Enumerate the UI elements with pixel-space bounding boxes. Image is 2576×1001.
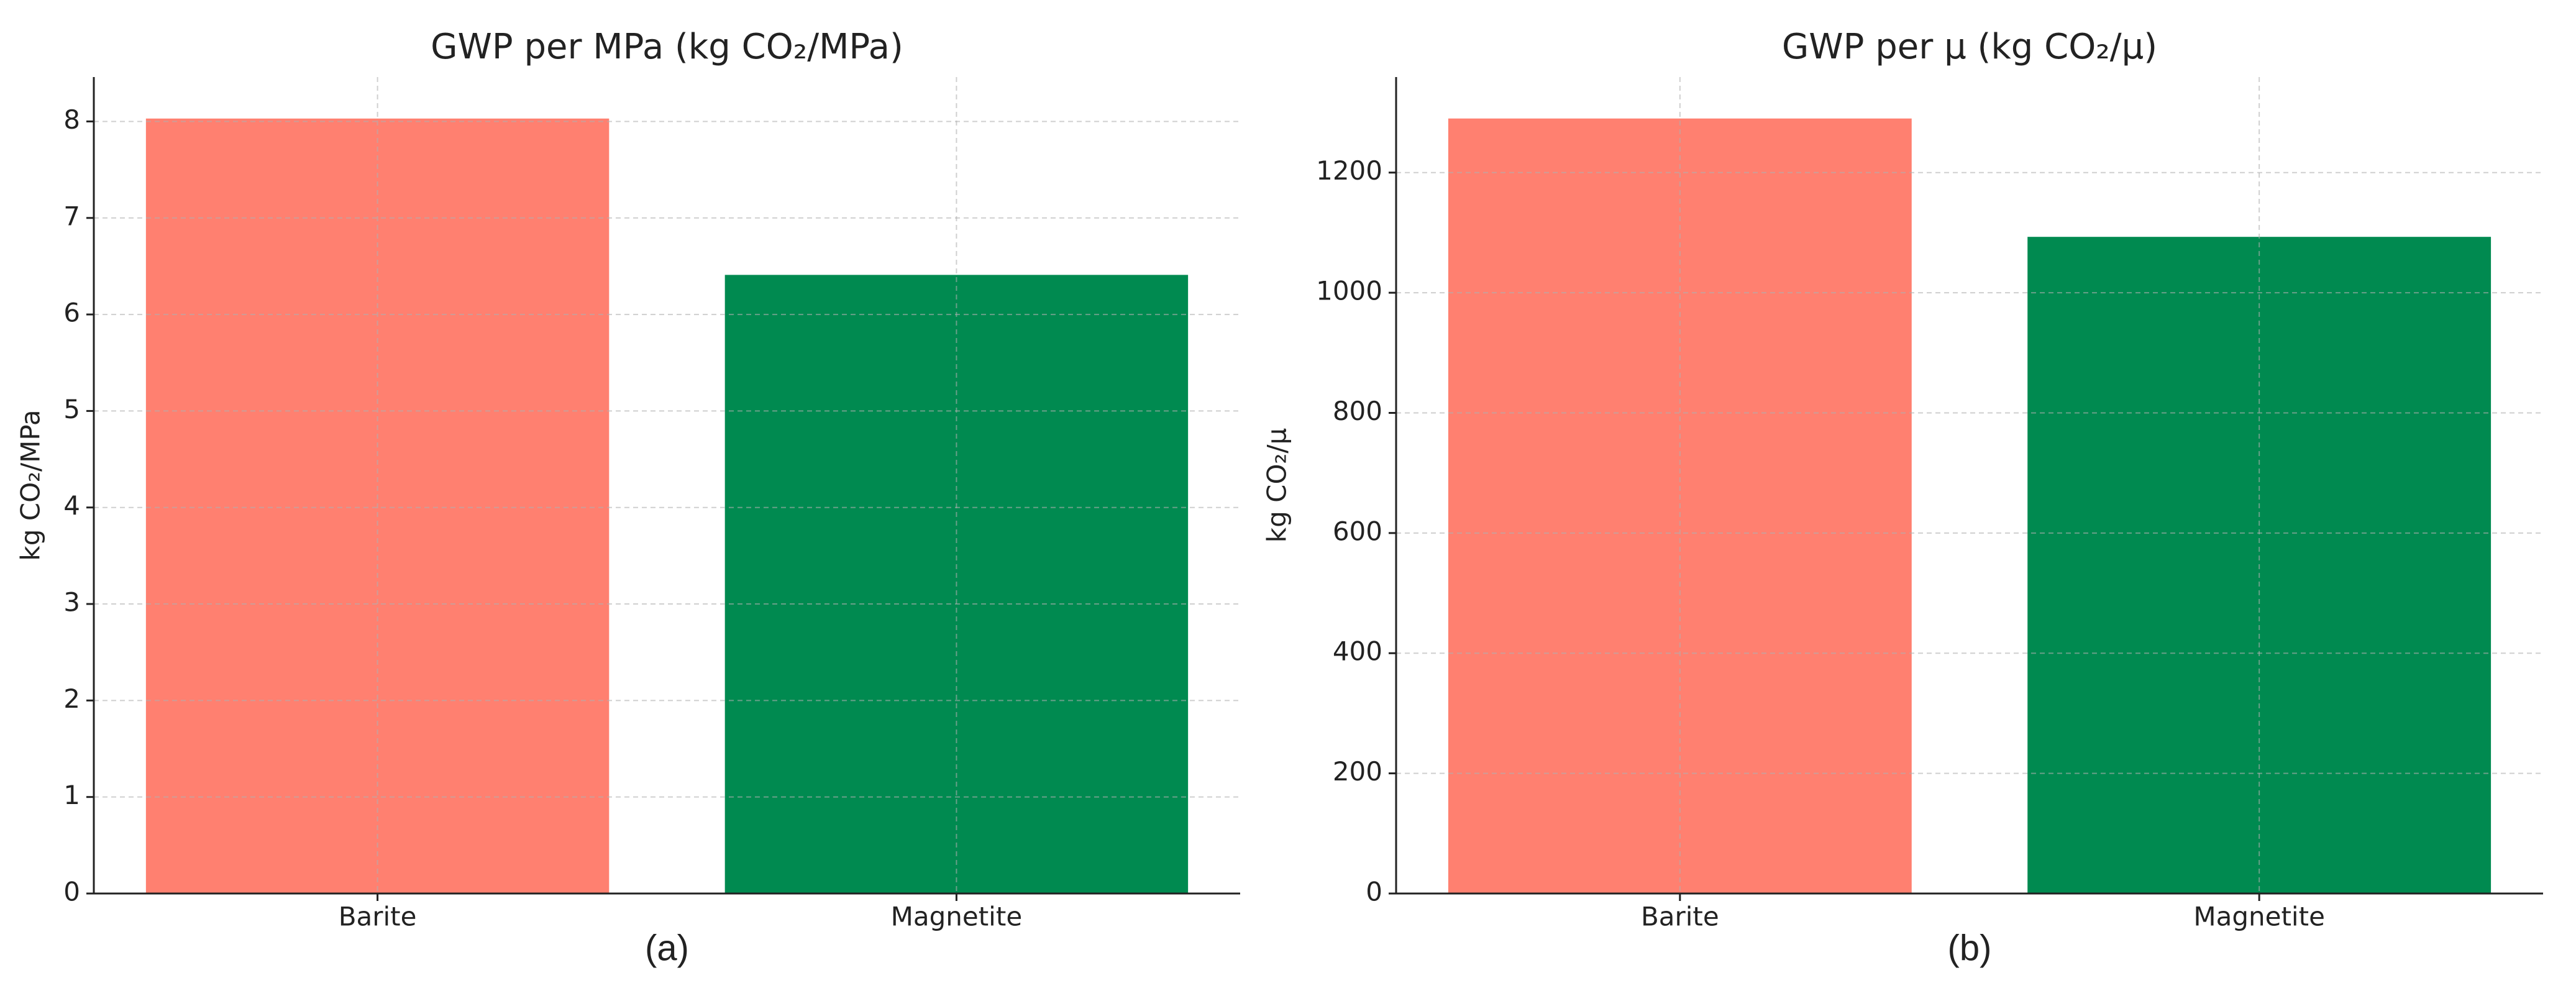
y-tick-label: 200 — [1333, 756, 1382, 787]
y-tick-label: 3 — [63, 587, 80, 618]
y-tick-label: 5 — [63, 394, 80, 424]
y-tick-label: 1 — [63, 780, 80, 810]
panel-label: (b) — [1948, 928, 1992, 968]
chart-title: GWP per μ (kg CO₂/μ) — [1782, 27, 2157, 67]
y-tick-label: 0 — [63, 877, 80, 907]
chart-title: GWP per MPa (kg CO₂/MPa) — [431, 27, 903, 67]
x-tick-label: Barite — [339, 902, 417, 932]
y-tick-label: 1200 — [1316, 155, 1382, 186]
x-tick-label: Barite — [1641, 902, 1719, 932]
y-tick-label: 800 — [1333, 396, 1382, 426]
y-tick-label: 2 — [63, 683, 80, 714]
y-tick-label: 1000 — [1316, 276, 1382, 306]
panel-label: (a) — [645, 928, 689, 968]
y-tick-label: 400 — [1333, 636, 1382, 667]
y-tick-label: 0 — [1366, 877, 1382, 907]
x-tick-label: Magnetite — [2193, 902, 2325, 932]
y-axis-label: kg CO₂/μ — [1262, 428, 1292, 542]
y-tick-label: 7 — [63, 201, 80, 231]
y-tick-label: 4 — [63, 490, 80, 521]
y-tick-label: 8 — [63, 104, 80, 135]
x-tick-label: Magnetite — [891, 902, 1023, 932]
y-axis-label: kg CO₂/MPa — [16, 409, 46, 560]
y-tick-label: 6 — [63, 298, 80, 328]
y-tick-label: 600 — [1333, 516, 1382, 546]
